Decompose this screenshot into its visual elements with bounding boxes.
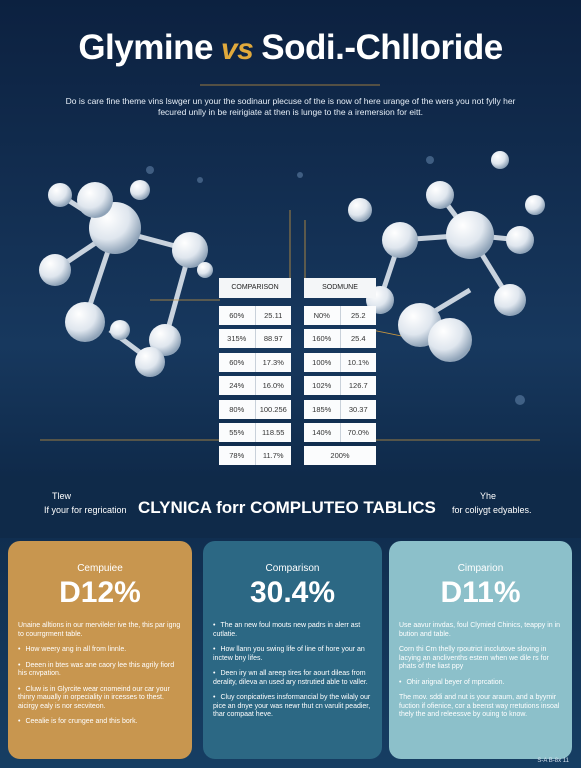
- table-cell: 200%: [330, 451, 350, 461]
- card-label: Comparison: [265, 563, 320, 574]
- card-bullet: How weery ang in all from linnle.: [18, 646, 182, 655]
- card-paragraph: Corn thi Crn thelly rpoutrict incclutove…: [399, 646, 549, 670]
- card-bullet: Cluy conpicatives insformancial by the w…: [213, 694, 372, 720]
- table-row: 80% 100.256: [219, 399, 292, 419]
- table-cell: 16.0%: [254, 376, 292, 396]
- table-cell: 11.7%: [254, 446, 292, 466]
- sparkles: [146, 156, 525, 405]
- table-cell: 25.2: [339, 306, 377, 325]
- table-row: 100% 10.1%: [304, 352, 377, 372]
- card: Cimparion D11% Use aavur invdas, foul Clym…: [389, 541, 572, 759]
- card-value: 30.4%: [249, 576, 336, 609]
- band-left-1: Tlew: [52, 491, 72, 501]
- table-cell: 70.0%: [339, 422, 377, 442]
- band-left-2: If your for regrication: [44, 505, 127, 515]
- band-heading: CLYNICA forr COMPLUTEO TABLICS: [138, 498, 436, 517]
- table-cell: 88.97: [254, 329, 292, 349]
- card-bullet: Ceealie is for crungee and this bork.: [18, 718, 182, 727]
- table-cell: 25.4: [339, 329, 377, 349]
- table-cell: 55%: [229, 427, 245, 437]
- card: Comparison 30.4% The an new foul mouts new…: [203, 541, 382, 759]
- card: Cempuiee D12% Unaine alltions in our mervi…: [8, 541, 192, 759]
- table-row: 200%: [304, 446, 376, 466]
- table-cell: 60%: [229, 311, 245, 320]
- card-bullet: Ohir arignal beyer of mprcation.: [399, 679, 562, 688]
- band-right-1: Yhe: [480, 491, 497, 501]
- table-cell: 100.256: [254, 399, 292, 419]
- table-row: 160% 25.4: [304, 329, 377, 349]
- table-cell: 78%: [229, 451, 245, 461]
- title-vs: vs: [220, 33, 254, 66]
- title-right: Sodi.-Chlloride: [261, 28, 503, 67]
- card-paragraph: Unaine alltions in our mervileler ive th…: [18, 622, 181, 638]
- card-bullet: Deen iry wn all areep tires for aourt di…: [213, 670, 372, 687]
- card-bullet: How llann you swing life of line of hore…: [213, 646, 372, 663]
- table-cell: N0%: [313, 311, 330, 320]
- card-bullet: The an new foul mouts new padrs in alerr…: [213, 622, 372, 639]
- table-cell: 126.7: [339, 376, 377, 396]
- table-row: 315% 88.97: [219, 329, 292, 349]
- card-bullet: Cluw is in Glyrcite wear cnomeind our ca…: [18, 686, 182, 712]
- footer: S-A B-8x 11: [537, 758, 569, 764]
- table-row: 102% 126.7: [304, 376, 377, 396]
- table: SODMUNE N0% 25.2 160% 25.4 100% 10.1% 102% 126.7…: [304, 278, 376, 470]
- table-row: N0% 25.2: [304, 306, 376, 325]
- table-row: 60% 17.3%: [219, 352, 292, 372]
- table: COMPARISON 60% 25.11 315% 88.97 60% 17.3% 24% 16…: [219, 278, 291, 470]
- table-cell: 25.11: [254, 306, 292, 325]
- table-cell: 160%: [312, 334, 332, 344]
- table-header: SODMUNE: [304, 278, 376, 298]
- table-cell: 140%: [312, 427, 332, 437]
- table-cell: 185%: [312, 404, 332, 414]
- subtitle: Do is care fine theme vins lswger un you…: [65, 96, 516, 117]
- title: Glymine vs Sodi.-Chlloride: [0, 28, 581, 68]
- title-left: Glymine: [78, 28, 213, 67]
- table-row: 60% 25.11: [219, 306, 291, 325]
- table-row: 78% 11.7%: [219, 446, 292, 466]
- card-paragraph: Use aavur invdas, foul Clymied Chinics, …: [399, 622, 561, 638]
- section-band: [0, 476, 581, 538]
- card-label: Cempuiee: [77, 563, 123, 574]
- table-header: COMPARISON: [219, 278, 291, 298]
- table-cell: 315%: [227, 334, 247, 344]
- card-bullet: Deeen in btes was ane caory lee this agr…: [18, 662, 182, 679]
- card-value: D11%: [440, 576, 521, 609]
- card-paragraph: The mov. sddi and nut is your araum, and…: [399, 694, 560, 718]
- molecule-art: [39, 84, 545, 441]
- band-right-2: for coliygt edyables.: [452, 505, 532, 515]
- table-row: 24% 16.0%: [219, 376, 292, 396]
- table-cell: 60%: [229, 357, 245, 367]
- card-value: D12%: [59, 576, 141, 609]
- atoms: [39, 151, 545, 377]
- table-row: 140% 70.0%: [304, 422, 377, 442]
- table-cell: 118.55: [254, 422, 292, 442]
- table-cell: 17.3%: [254, 352, 292, 372]
- table-row: 185% 30.37: [304, 399, 377, 419]
- table-cell: 80%: [229, 404, 245, 414]
- table-cell: 24%: [229, 381, 245, 391]
- table-cell: 30.37: [339, 399, 377, 419]
- table-row: 55% 118.55: [219, 422, 292, 442]
- table-cell: 100%: [312, 357, 332, 367]
- card-label: Cimparion: [457, 563, 504, 574]
- table-cell: 102%: [312, 381, 332, 391]
- table-cell: 10.1%: [339, 352, 377, 372]
